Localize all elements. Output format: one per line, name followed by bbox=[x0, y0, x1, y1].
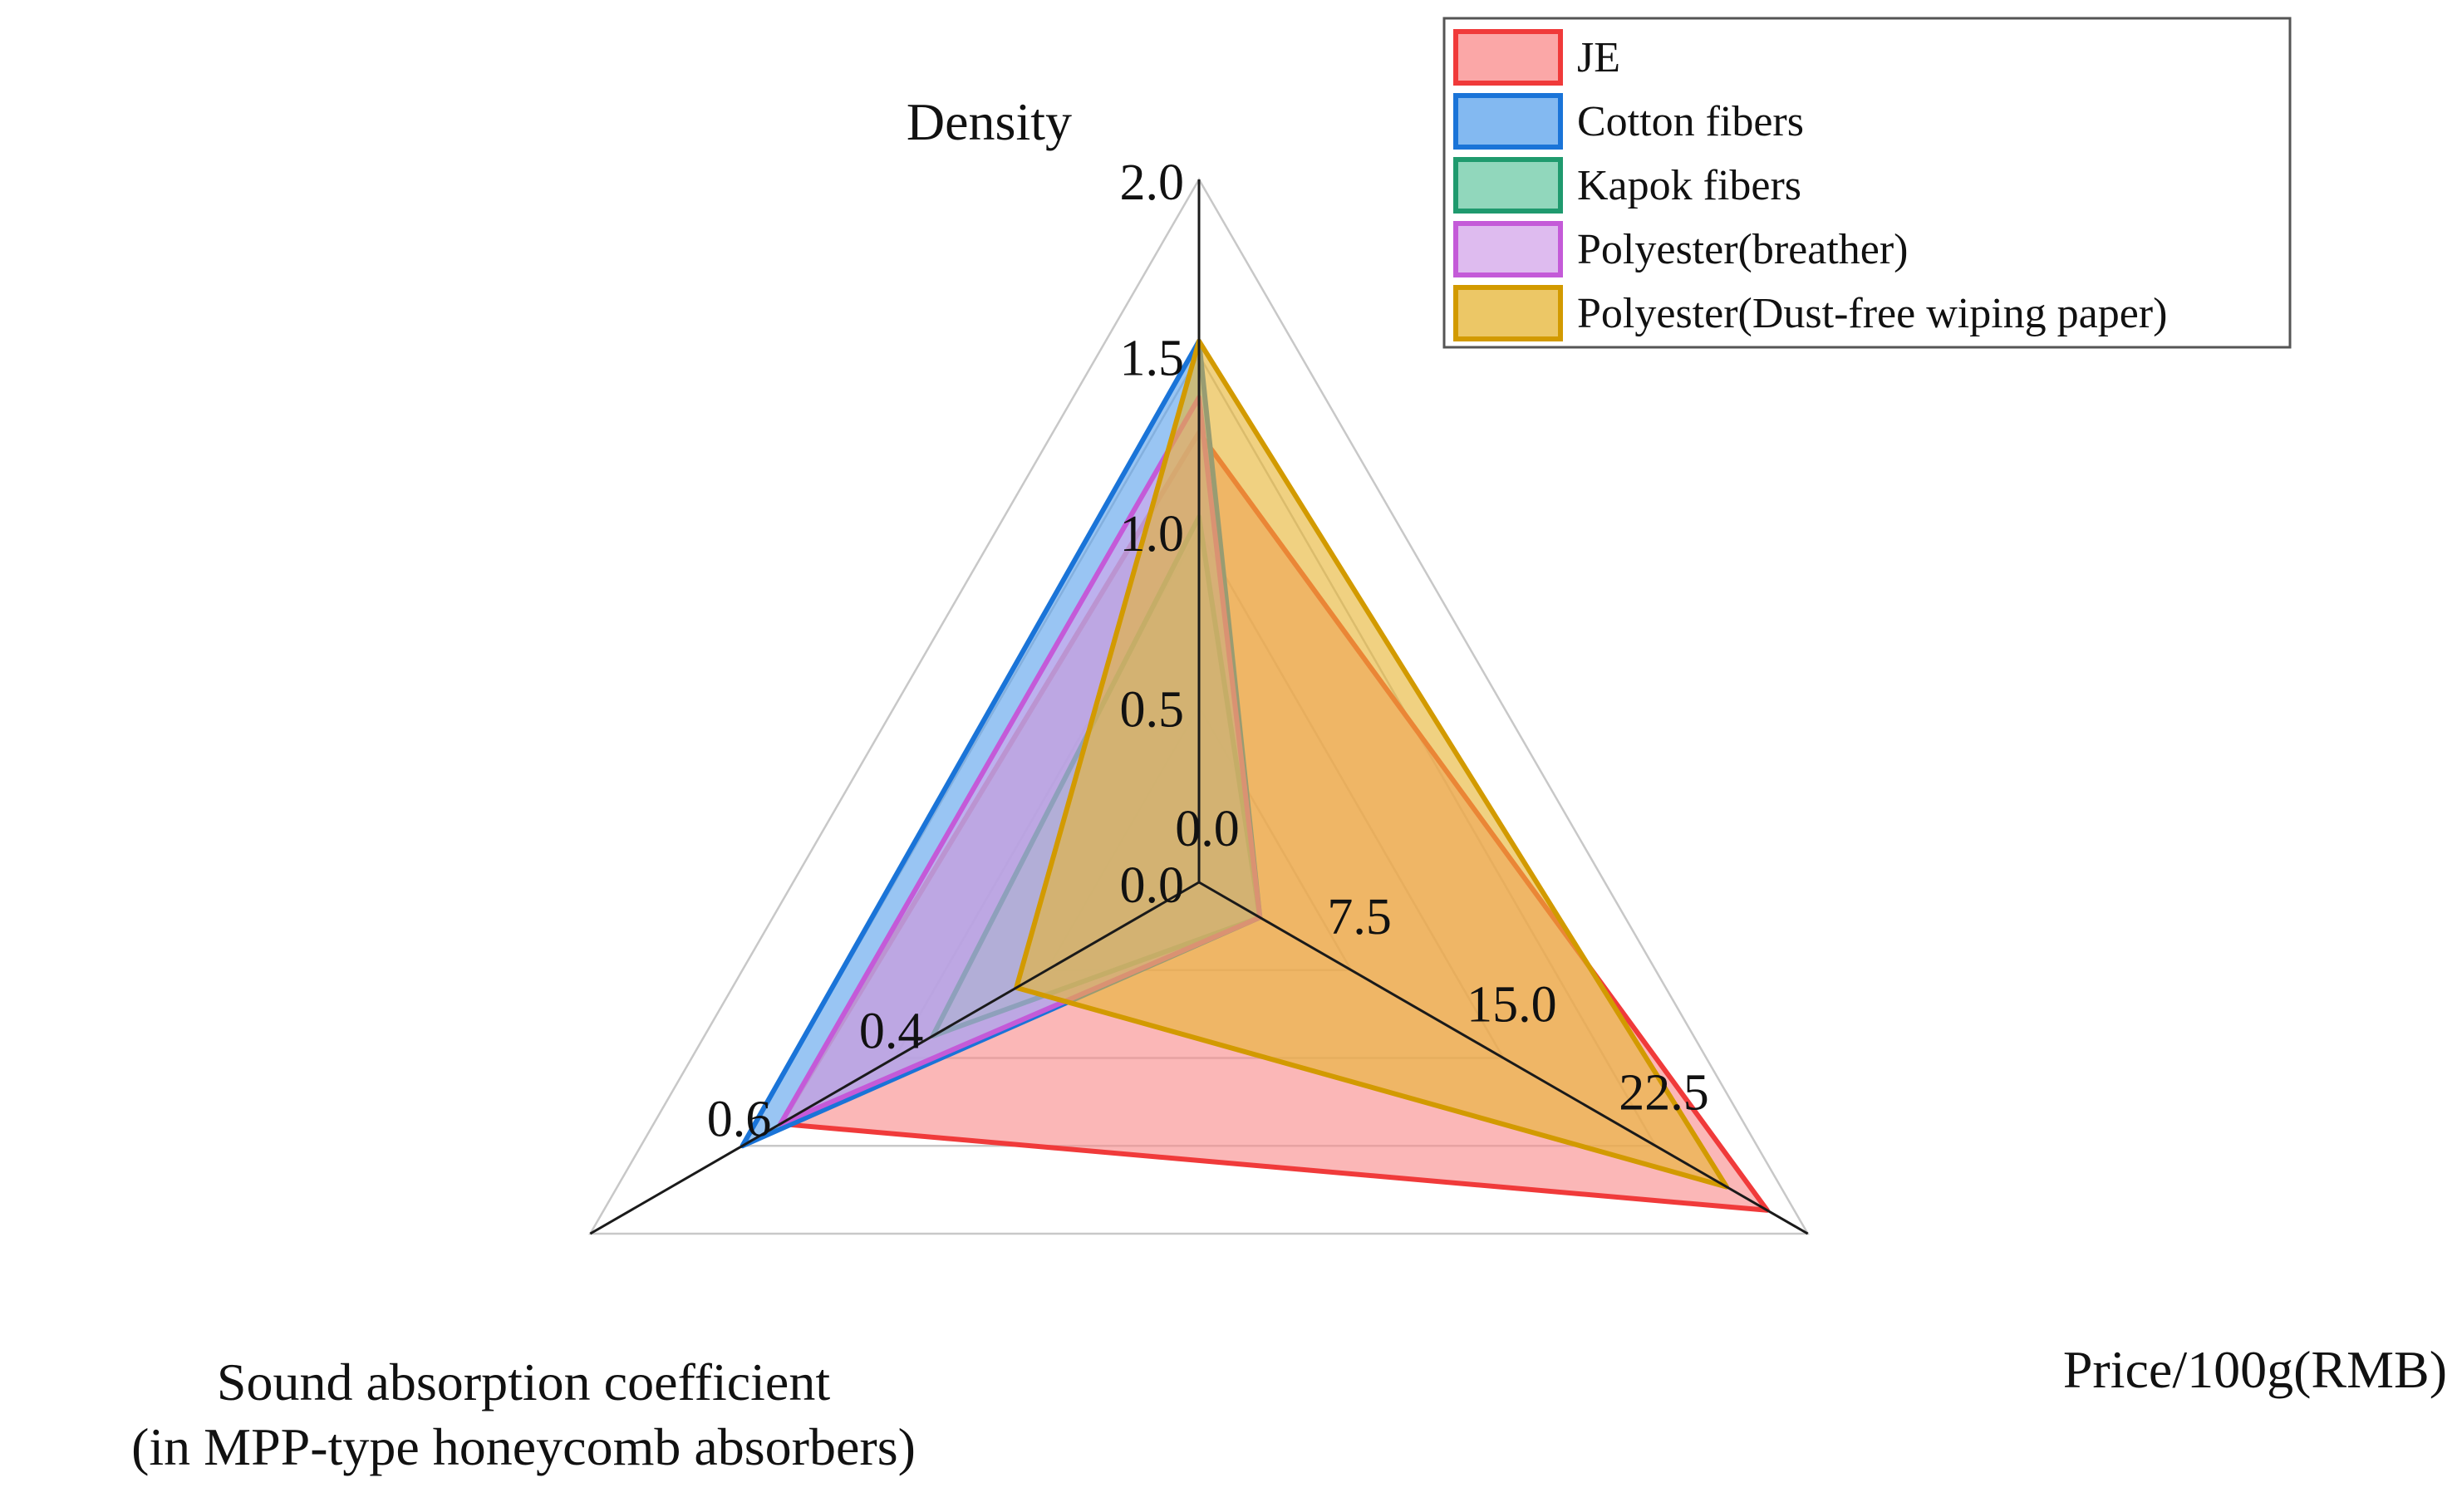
axis-sound-absorption-title: Sound absorption coefficient (in MPP-type… bbox=[131, 1352, 916, 1476]
axis-price-title: Price/100g(RMB) bbox=[2063, 1340, 2447, 1399]
axis-price bbox=[1198, 881, 1809, 1235]
tick-price: 7.5 bbox=[1327, 889, 1392, 945]
legend-swatch-je bbox=[1453, 29, 1563, 86]
legend-swatch-cotton-fibers bbox=[1453, 93, 1563, 150]
series-polyester-dust-free-wiping-paper bbox=[1014, 338, 1729, 1190]
tick-density: 0.0 bbox=[1120, 857, 1185, 914]
axis-sound-absorption-title-line: (in MPP-type honeycomb absorbers) bbox=[131, 1417, 916, 1476]
axis-titles: Density Price/100g(RMB) Sound absorption c… bbox=[131, 92, 2447, 1476]
tick-density: 1.5 bbox=[1120, 331, 1185, 387]
legend-swatch-polyester-breather bbox=[1453, 221, 1563, 277]
legend-swatch-polyester-dust-free-wiping-paper bbox=[1453, 285, 1563, 341]
tick-density: 2.0 bbox=[1120, 155, 1185, 211]
grid-ring-4 bbox=[588, 177, 1810, 1235]
legend-label-cotton-fibers: Cotton fibers bbox=[1577, 98, 1804, 145]
tick-sound-absorption: 0.6 bbox=[707, 1091, 772, 1147]
tick-sound-absorption: 0.4 bbox=[859, 1004, 924, 1060]
axis-price-title-line: Price/100g(RMB) bbox=[2063, 1340, 2447, 1399]
series-layer bbox=[740, 338, 1770, 1213]
axis-density-title: Density bbox=[907, 92, 1072, 151]
tick-labels: 0.0 0.5 1.0 1.5 2.0 0.0 7.5 15.0 22.5 0.4 0.6 bbox=[707, 155, 1709, 1147]
axis-sound-absorption-title-line: Sound absorption coefficient bbox=[217, 1352, 830, 1411]
tick-price: 22.5 bbox=[1619, 1064, 1709, 1121]
tick-density: 1.0 bbox=[1120, 506, 1185, 562]
legend: JE Cotton fibers Kapok fibers Polyester(bre… bbox=[1442, 17, 2292, 349]
axis-sound-absorption bbox=[589, 881, 1200, 1235]
axes-layer bbox=[589, 179, 1809, 1235]
legend-label-polyester-breather: Polyester(breather) bbox=[1577, 226, 1908, 273]
tick-price: 15.0 bbox=[1467, 977, 1557, 1033]
legend-swatch-kapok-fibers bbox=[1453, 157, 1563, 214]
tick-density: 0.5 bbox=[1120, 682, 1185, 739]
legend-label-polyester-dust-free-wiping-paper: Polyester(Dust-free wiping paper) bbox=[1577, 290, 2167, 337]
axis-density-title-line: Density bbox=[907, 92, 1072, 151]
legend-label-kapok-fibers: Kapok fibers bbox=[1577, 162, 1801, 209]
legend-box bbox=[1442, 17, 2292, 349]
legend-label-je: JE bbox=[1577, 34, 1620, 81]
tick-price: 0.0 bbox=[1175, 801, 1240, 857]
